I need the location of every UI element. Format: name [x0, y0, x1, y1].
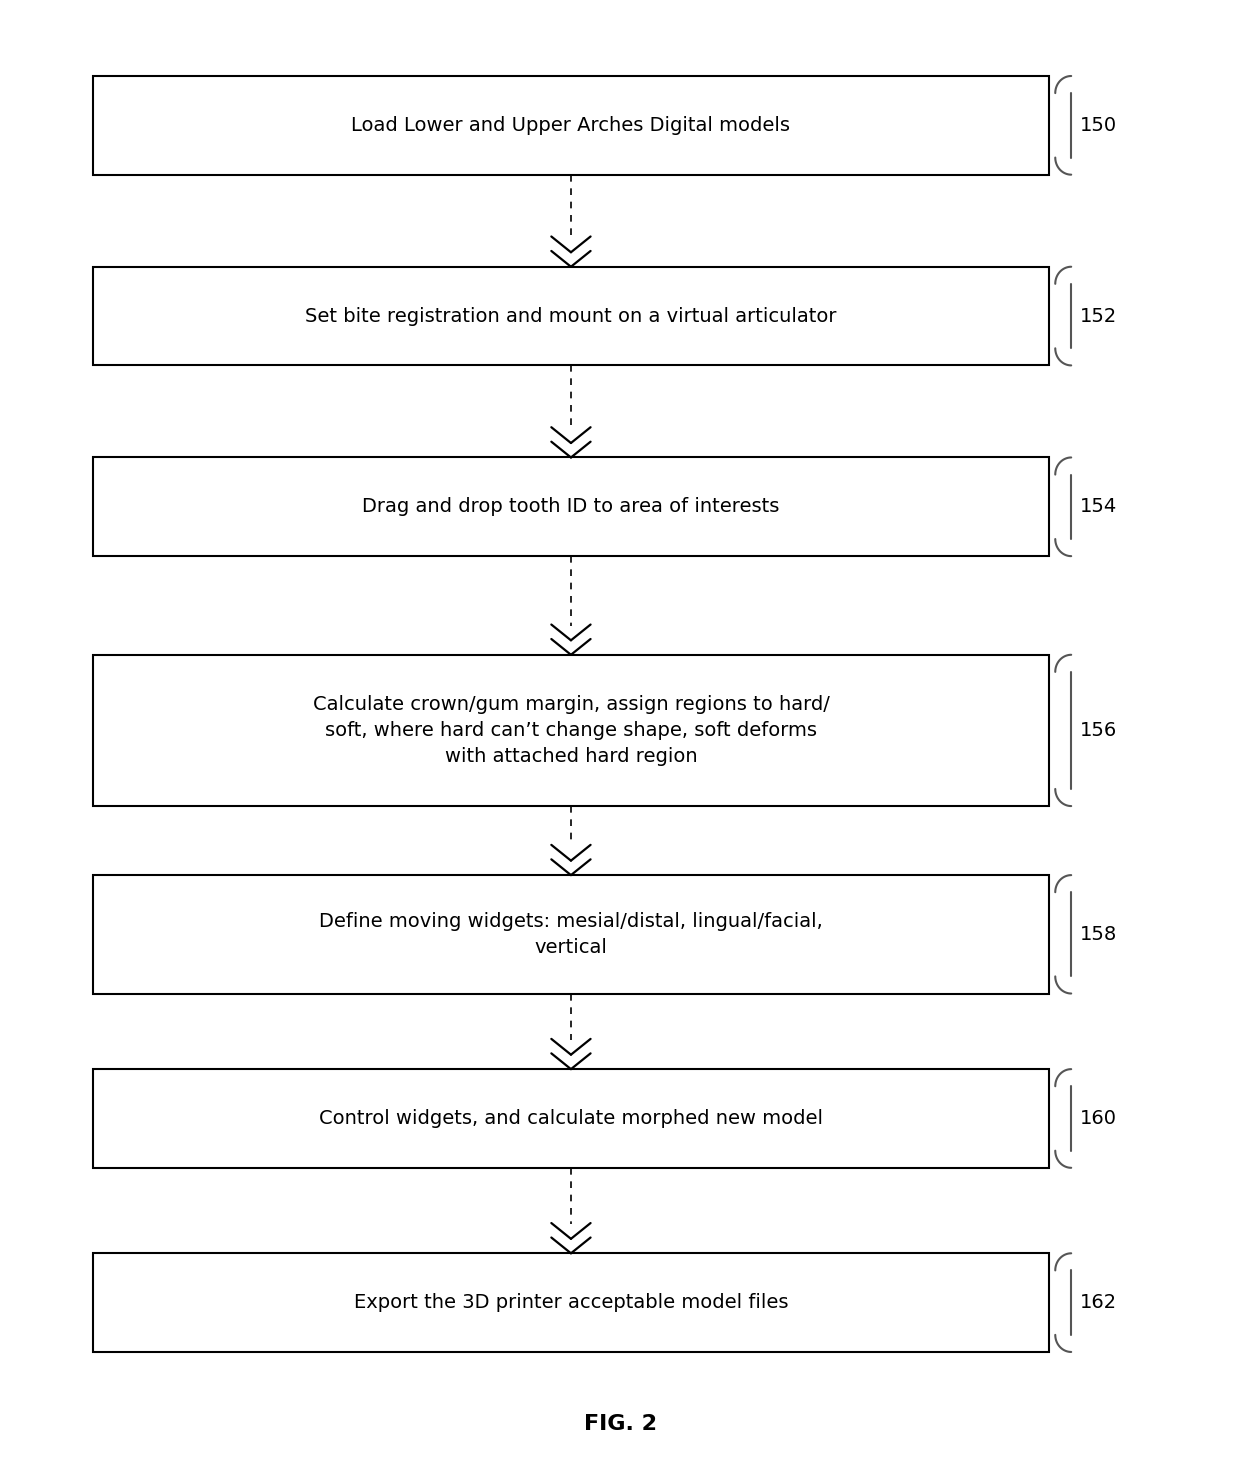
- Text: FIG. 2: FIG. 2: [584, 1415, 656, 1434]
- FancyBboxPatch shape: [93, 1069, 1049, 1167]
- Text: 162: 162: [1080, 1293, 1117, 1312]
- FancyBboxPatch shape: [93, 654, 1049, 806]
- Text: Drag and drop tooth ID to area of interests: Drag and drop tooth ID to area of intere…: [362, 497, 780, 516]
- FancyBboxPatch shape: [93, 77, 1049, 174]
- Text: Load Lower and Upper Arches Digital models: Load Lower and Upper Arches Digital mode…: [351, 116, 790, 134]
- FancyBboxPatch shape: [93, 267, 1049, 366]
- FancyBboxPatch shape: [93, 457, 1049, 556]
- Text: 152: 152: [1080, 307, 1117, 326]
- Text: 156: 156: [1080, 721, 1117, 740]
- Text: 150: 150: [1080, 116, 1117, 134]
- Text: Define moving widgets: mesial/distal, lingual/facial,
vertical: Define moving widgets: mesial/distal, li…: [319, 912, 823, 957]
- Text: Calculate crown/gum margin, assign regions to hard/
soft, where hard can’t chang: Calculate crown/gum margin, assign regio…: [312, 696, 830, 765]
- Text: Control widgets, and calculate morphed new model: Control widgets, and calculate morphed n…: [319, 1108, 823, 1128]
- Text: Export the 3D printer acceptable model files: Export the 3D printer acceptable model f…: [353, 1293, 789, 1312]
- FancyBboxPatch shape: [93, 876, 1049, 993]
- Text: 160: 160: [1080, 1108, 1117, 1128]
- FancyBboxPatch shape: [93, 1253, 1049, 1352]
- Text: Set bite registration and mount on a virtual articulator: Set bite registration and mount on a vir…: [305, 307, 837, 326]
- Text: 154: 154: [1080, 497, 1117, 516]
- Text: 158: 158: [1080, 924, 1117, 943]
